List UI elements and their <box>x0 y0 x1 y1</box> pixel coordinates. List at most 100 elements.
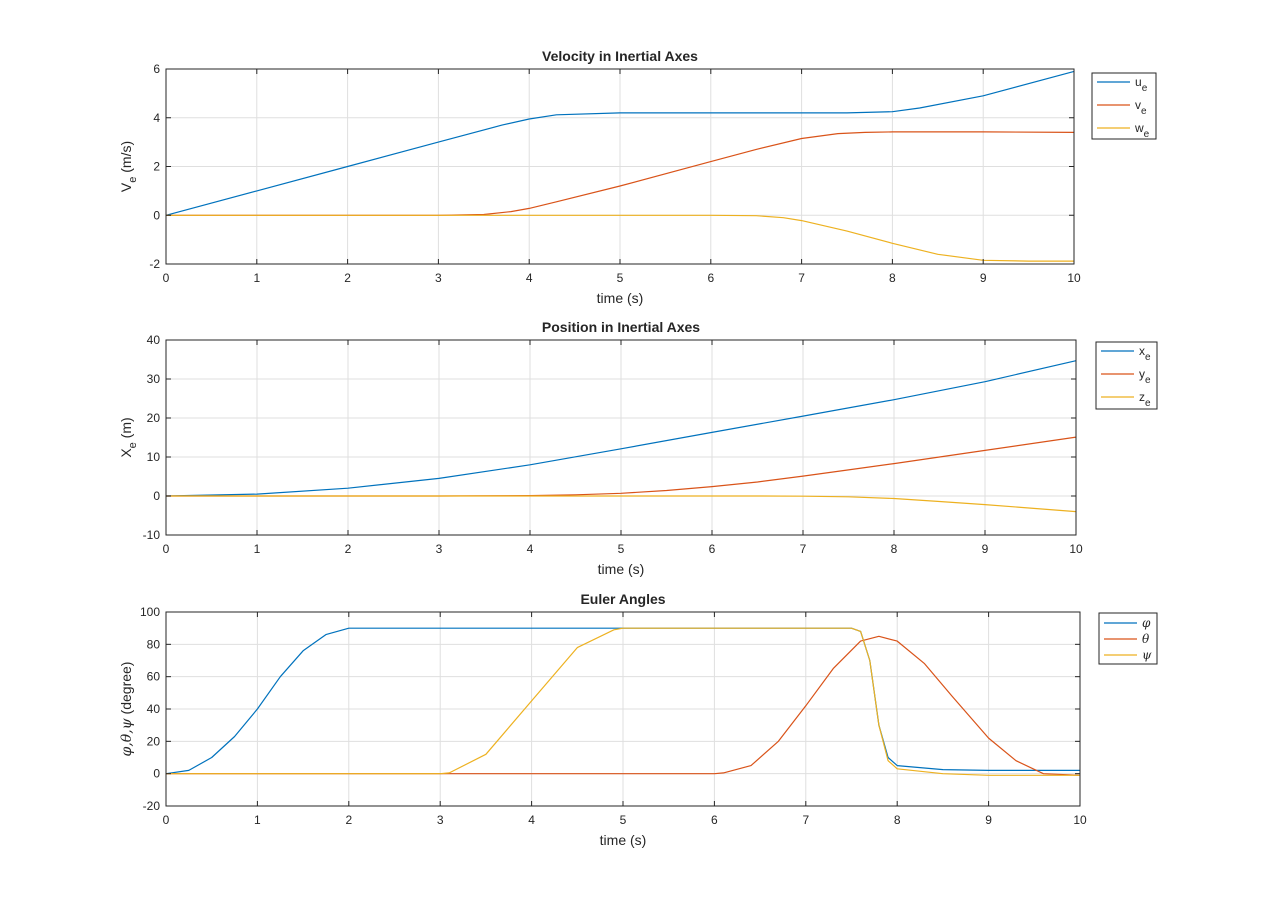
x-tick-label: 6 <box>709 542 716 556</box>
y-tick-label: 20 <box>147 734 161 748</box>
legend-label-name: φ <box>1142 616 1151 630</box>
legend-box <box>1095 341 1158 410</box>
y-axis-label: Ve (m/s) <box>118 141 139 192</box>
y-tick-label: 0 <box>153 208 160 222</box>
y-tick-label: 6 <box>153 62 160 76</box>
legend-label-2: ye <box>1139 367 1151 386</box>
series-line-2 <box>166 131 1075 216</box>
x-tick-label: 2 <box>345 542 352 556</box>
x-tick-label: 1 <box>253 271 260 285</box>
x-tick-label: 8 <box>889 271 896 285</box>
series-line-1 <box>165 360 1077 497</box>
legend-label-1: xe <box>1139 344 1151 363</box>
y-tick-label: -20 <box>143 799 161 813</box>
x-tick-label: 2 <box>345 813 352 827</box>
x-axis-label: time (s) <box>600 832 647 848</box>
x-tick-label: 10 <box>1069 542 1083 556</box>
series-line-1 <box>165 70 1075 216</box>
x-tick-label: 5 <box>617 271 624 285</box>
y-axis-label: Xe (m) <box>118 417 139 457</box>
x-tick-label: 3 <box>435 271 442 285</box>
series-line-3 <box>166 495 1077 513</box>
x-tick-label: 4 <box>527 542 534 556</box>
x-tick-label: 10 <box>1073 813 1087 827</box>
legend-label-subscript: e <box>1144 129 1150 140</box>
x-tick-label: 8 <box>894 813 901 827</box>
legend-label-1: ue <box>1135 75 1148 94</box>
legend: φθψ <box>1098 612 1158 665</box>
y-tick-label: 0 <box>153 767 160 781</box>
y-axis-label-unit: (m) <box>118 417 134 442</box>
series-line-2 <box>166 635 1081 776</box>
y-axis-label-subscript: e <box>127 177 139 183</box>
series-line-3 <box>166 214 1074 262</box>
x-tick-label: 7 <box>802 813 809 827</box>
y-tick-label: 60 <box>147 670 161 684</box>
y-axis-label-symbols: φ,θ,ψ <box>119 717 135 756</box>
x-tick-label: 10 <box>1067 271 1081 285</box>
x-tick-label: 1 <box>254 542 261 556</box>
x-axis-label: time (s) <box>597 290 644 306</box>
y-tick-label: 20 <box>147 411 161 425</box>
legend-label-1: φ <box>1142 616 1151 630</box>
x-tick-label: 7 <box>798 271 805 285</box>
x-tick-label: 6 <box>707 271 714 285</box>
x-tick-label: 9 <box>985 813 992 827</box>
y-tick-label: 2 <box>153 160 160 174</box>
x-tick-label: 8 <box>891 542 898 556</box>
x-tick-label: 2 <box>344 271 351 285</box>
legend-label-subscript: e <box>1145 352 1151 363</box>
legend-label-subscript: e <box>1141 106 1147 117</box>
legend-label-2: ve <box>1135 98 1147 117</box>
x-tick-label: 0 <box>163 542 170 556</box>
x-tick-label: 6 <box>711 813 718 827</box>
legend-label-2: θ <box>1142 632 1150 646</box>
y-tick-label: 80 <box>147 637 161 651</box>
y-axis-label-unit: (m/s) <box>118 141 134 177</box>
x-tick-label: 0 <box>163 813 170 827</box>
x-tick-label: 5 <box>618 542 625 556</box>
legend-label-name: v <box>1135 98 1141 112</box>
series-line-3 <box>166 627 1080 776</box>
y-tick-label: 0 <box>153 489 160 503</box>
y-tick-label: 30 <box>147 372 161 386</box>
x-tick-label: 3 <box>436 542 443 556</box>
y-tick-label: -2 <box>149 257 160 271</box>
y-tick-label: 40 <box>147 702 161 716</box>
y-tick-label: -10 <box>143 528 161 542</box>
legend-label-name: u <box>1135 75 1142 89</box>
legend-label-name: x <box>1139 344 1145 358</box>
legend-label-name: y <box>1139 367 1145 381</box>
legend-label-name: ψ <box>1142 648 1152 662</box>
y-axis-label-subscript: e <box>127 442 139 448</box>
y-axis-label-base: V <box>118 182 134 192</box>
x-tick-label: 4 <box>526 271 533 285</box>
x-tick-label: 1 <box>254 813 261 827</box>
y-tick-label: 100 <box>140 605 160 619</box>
y-tick-label: 4 <box>153 111 160 125</box>
y-tick-label: 40 <box>147 333 161 347</box>
legend-label-3: ψ <box>1142 648 1152 662</box>
legend-label-name: z <box>1139 390 1145 404</box>
x-tick-label: 7 <box>800 542 807 556</box>
legend-label-name: θ <box>1142 632 1150 646</box>
y-axis-label-unit: (degree) <box>118 662 134 719</box>
y-tick-label: 10 <box>147 450 161 464</box>
x-tick-label: 0 <box>163 271 170 285</box>
x-tick-label: 3 <box>437 813 444 827</box>
legend-label-3: ze <box>1139 390 1151 409</box>
legend-label-subscript: e <box>1142 83 1148 94</box>
legend-label-3: we <box>1134 121 1150 140</box>
y-axis-label-base: X <box>118 448 134 458</box>
x-tick-label: 9 <box>982 542 989 556</box>
y-axis-label: φ,θ,ψ (degree) <box>118 662 135 757</box>
x-axis-label: time (s) <box>598 561 645 577</box>
chart-title: Euler Angles <box>580 591 665 607</box>
x-tick-label: 4 <box>528 813 535 827</box>
